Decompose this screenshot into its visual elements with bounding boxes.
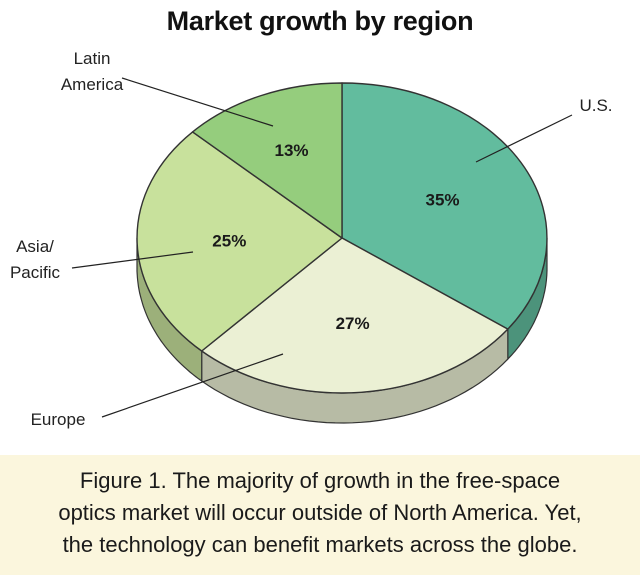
slice-value-label: 35% — [425, 190, 459, 209]
pie-slice-2 — [136, 131, 343, 352]
region-label: Asia/Pacific — [10, 237, 61, 282]
pie-slice-0 — [341, 82, 548, 330]
pie-chart: 35% 27% 25% 13% U.S. Europe Asia/Pacific Latin A… — [10, 49, 613, 429]
region-label: Europe — [31, 410, 86, 429]
leader-line — [101, 353, 284, 418]
pie-slice-3 — [191, 82, 343, 239]
chart-title: Market growth by region — [166, 6, 474, 36]
leader-line — [121, 77, 274, 127]
caption-line-1: Figure 1. The majority of growth in the … — [79, 468, 561, 493]
caption-line-2: optics market will occur outside of Nort… — [58, 500, 582, 525]
slice-value-label: 27% — [336, 314, 370, 333]
region-label: U.S. — [579, 96, 612, 115]
slice-value-label: 25% — [212, 232, 246, 251]
region-label: Latin America — [61, 49, 124, 94]
slice-value-label: 13% — [274, 141, 308, 160]
caption-line-3: the technology can benefit markets acros… — [62, 532, 578, 557]
leader-line — [475, 114, 573, 163]
figure-caption: Figure 1. The majority of growth in the … — [0, 455, 640, 575]
leader-line — [71, 251, 194, 269]
